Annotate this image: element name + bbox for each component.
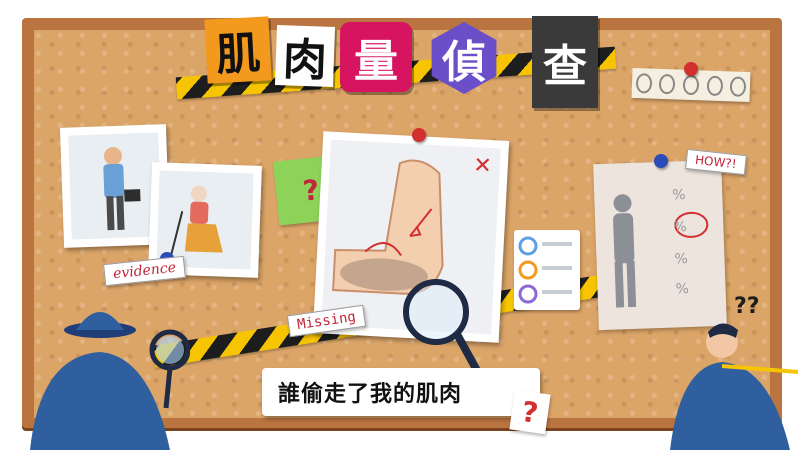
pin-icon	[412, 128, 426, 142]
title-char-3: 量	[340, 22, 412, 92]
pin-icon	[654, 154, 668, 168]
title-char-3-text: 量	[354, 36, 398, 87]
title-char-1-text: 肌	[214, 27, 262, 82]
photo-inner	[68, 132, 162, 240]
thinking-man-figure	[670, 323, 799, 450]
question-icon: ?	[301, 172, 321, 208]
stats-card-graphics	[518, 236, 572, 304]
fingerprint-icon	[659, 73, 676, 95]
title-char-2-text: 肉	[281, 34, 328, 87]
photo-elderly-woman	[148, 162, 262, 278]
thinking-question-icon: ??	[734, 294, 760, 319]
body-silhouette	[613, 194, 709, 308]
woman-illustration	[169, 185, 223, 258]
photo-man-briefcase	[59, 124, 171, 248]
percent-mark: %	[673, 219, 687, 236]
caption-text: 誰偷走了我的肌肉	[278, 382, 463, 407]
photo-inner: ✕	[321, 139, 501, 335]
fingerprint-icon	[682, 74, 700, 96]
fingerprint-icon	[706, 75, 723, 97]
title-char-5: 查	[532, 16, 598, 108]
percent-mark: %	[674, 251, 689, 268]
title-char-5-text: 查	[543, 41, 587, 92]
detective-figure	[30, 312, 190, 450]
fingerprint-icon	[729, 76, 747, 97]
title-char-1: 肌	[204, 16, 272, 84]
evidence-label: evidence	[112, 259, 177, 283]
body-composition-sheet: % % % %	[593, 159, 727, 331]
fingerprint-icon	[635, 73, 653, 94]
percent-mark: %	[675, 281, 690, 298]
question-icon: ?	[519, 394, 541, 430]
title-char-2: 肉	[274, 25, 336, 87]
pin-icon	[684, 62, 698, 76]
man-illustration	[103, 147, 141, 231]
arm-illustration	[332, 159, 444, 295]
how-label: HOW?!	[694, 152, 738, 172]
photo-arm-muscle: ✕	[312, 131, 510, 343]
magnifier-icon	[403, 279, 484, 380]
percent-mark: %	[672, 187, 686, 204]
title-char-4-text: 偵	[442, 37, 486, 88]
caption-question-card: ?	[509, 389, 551, 435]
stats-card	[514, 230, 580, 310]
caption-box: 誰偷走了我的肌肉	[262, 368, 540, 416]
x-mark: ✕	[472, 153, 493, 180]
photo-inner	[156, 170, 254, 270]
